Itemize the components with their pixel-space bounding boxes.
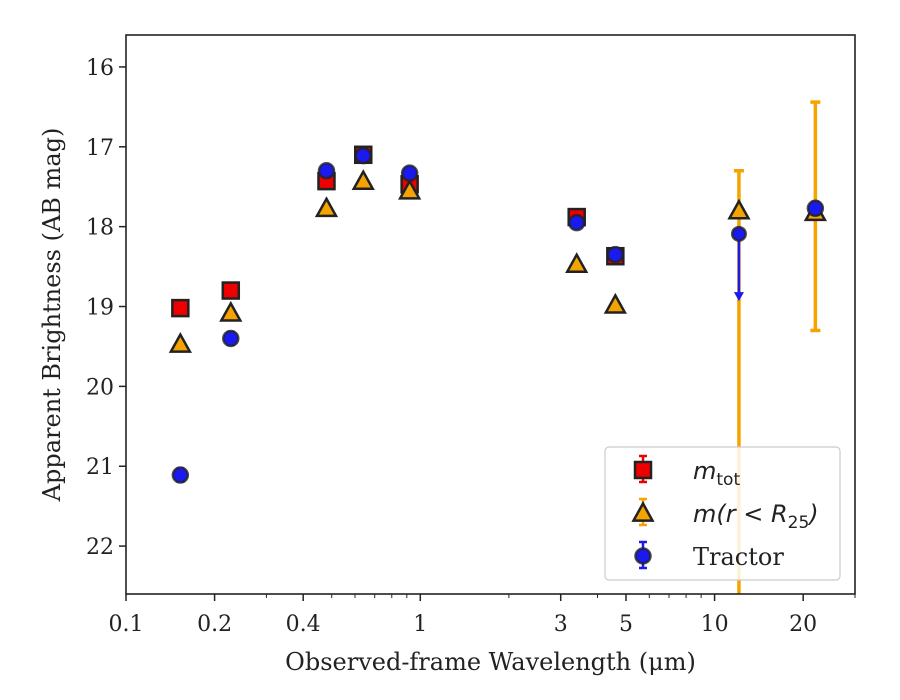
data-point <box>351 169 375 190</box>
data-point <box>730 225 747 242</box>
data-point <box>398 178 422 200</box>
legend-entry: mtot <box>633 454 740 490</box>
legend-label: Tractor <box>693 543 784 571</box>
legend-marker <box>634 547 652 565</box>
y-tick-label: 20 <box>86 375 114 400</box>
data-point <box>222 329 240 348</box>
series-2 <box>171 146 825 484</box>
x-axis-label: Observed-frame Wavelength (μm) <box>285 648 696 676</box>
data-point <box>317 162 336 180</box>
x-tick-label: 3 <box>554 612 568 637</box>
data-point <box>354 146 373 165</box>
data-point <box>221 281 241 300</box>
data-point <box>606 245 625 264</box>
legend-label: mtot <box>693 457 740 490</box>
legend-label-subscript: 25 <box>788 513 810 533</box>
x-tick-label: 10 <box>701 612 729 637</box>
data-point <box>219 300 243 322</box>
data-point <box>171 298 190 318</box>
data-point <box>727 198 751 220</box>
legend-box <box>604 446 841 581</box>
legend-label-main: m <box>693 457 716 485</box>
data-point <box>806 199 825 218</box>
x-tick-label: 5 <box>619 612 633 637</box>
y-tick-label: 19 <box>86 296 114 321</box>
legend-label-main: m(r < R <box>693 500 788 528</box>
legend-label-main: Tractor <box>693 543 784 571</box>
x-tick-label: 0.1 <box>109 612 144 637</box>
y-tick-label: 16 <box>86 56 114 81</box>
y-axis-label: Apparent Brightness (AB mag) <box>38 128 66 503</box>
data-point <box>565 252 589 274</box>
data-point <box>400 164 419 182</box>
y-tick-label: 22 <box>86 535 114 560</box>
data-point <box>171 466 190 484</box>
legend-marker <box>631 500 655 522</box>
y-tick-label: 21 <box>86 455 114 480</box>
y-tick-label: 17 <box>86 136 114 161</box>
legend-entry: m(r < R25) <box>631 497 819 533</box>
y-tick-label: 18 <box>86 216 114 241</box>
x-tick-label: 0.2 <box>197 612 232 637</box>
legend-marker <box>633 460 653 480</box>
x-tick-label: 0.4 <box>286 612 321 637</box>
legend-entry: Tractor <box>634 540 784 571</box>
x-tick-label: 20 <box>789 612 817 637</box>
legend-label: m(r < R25) <box>693 500 819 533</box>
legend: mtot m(r < R25) Tractor <box>604 446 841 581</box>
data-point <box>603 292 627 314</box>
x-tick-label: 1 <box>413 612 427 637</box>
legend-label-tail: ) <box>807 500 818 528</box>
data-point <box>168 331 192 353</box>
data-point <box>567 213 586 232</box>
legend-label-subscript: tot <box>716 470 740 490</box>
upper-limit-arrow <box>733 292 744 302</box>
data-point <box>314 196 339 218</box>
axis-ticks: 0.1 0.2 0.4 1 3 5 10 20 16 17 18 19 20 21 22 <box>86 56 856 637</box>
plot-frame <box>125 34 856 595</box>
